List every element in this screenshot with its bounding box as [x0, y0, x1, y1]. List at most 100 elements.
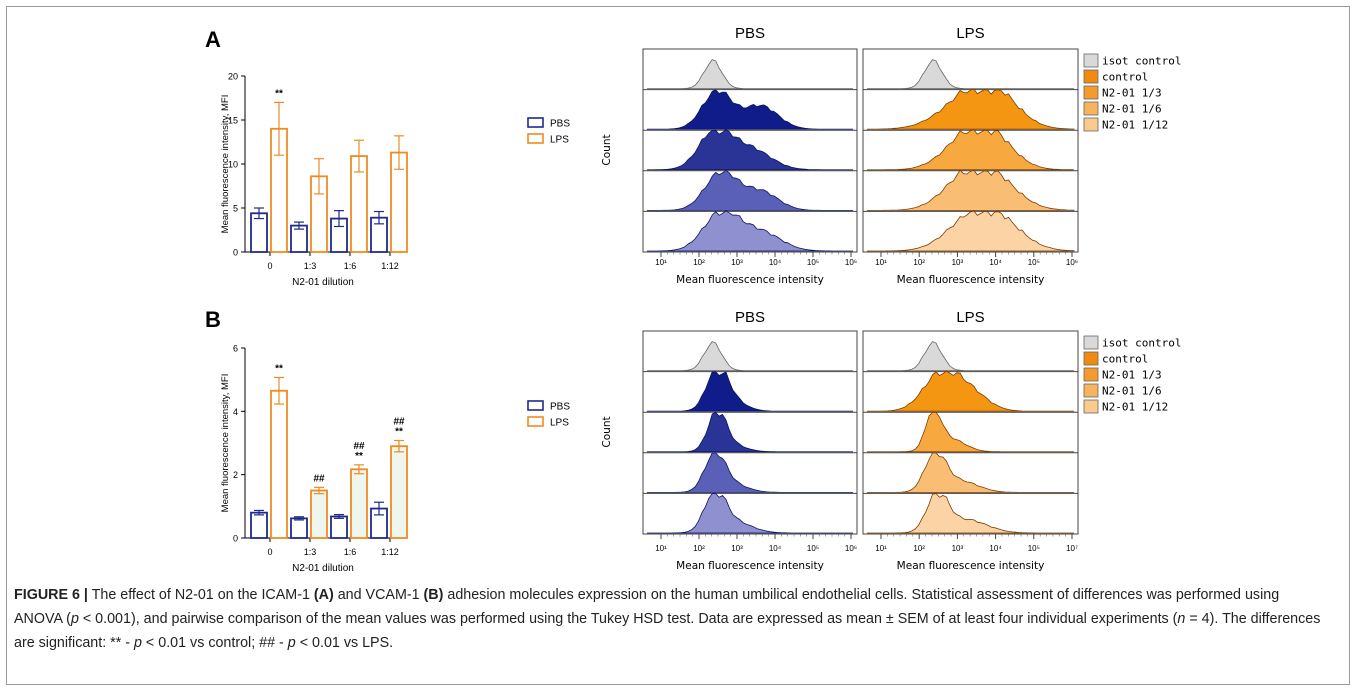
histogram-tick-label: 10⁵ — [807, 258, 819, 267]
histogram-tick-label: 10⁵ — [1028, 544, 1040, 553]
legend-label: N2-01 1/12 — [1102, 401, 1168, 414]
panel-label-a: A — [205, 27, 221, 52]
histogram-tick-label: 10⁴ — [769, 544, 782, 553]
y-axis-label: Mean fluorescence intensity, MFI — [220, 374, 231, 513]
panel-label-b: B — [205, 307, 221, 332]
caption-figure-label: FIGURE 6 | — [14, 587, 88, 603]
histogram-tick-label: 10³ — [731, 258, 743, 267]
histogram-tick-label: 10¹ — [875, 258, 887, 267]
sample-histogram — [867, 210, 1075, 252]
legend-swatch-pbs — [527, 117, 544, 128]
legend-swatch-pbs — [527, 400, 544, 411]
y-axis-label: Mean fluorescence intensity, MFI — [220, 95, 231, 234]
caption-text-5: = 4). The differences are significant: *… — [14, 611, 1321, 651]
x-tick-label: 0 — [267, 261, 272, 271]
caption-ref-b: (B) — [423, 587, 444, 603]
significance-marker: ** — [275, 363, 283, 374]
histogram-panels: PBS 10¹ 10² 10³ 10⁴ 10⁵ 10⁶ Mean fluorescence i… — [601, 25, 1181, 572]
histogram-tick-label: 10⁵ — [807, 544, 819, 553]
histogram-tick-label: 10² — [693, 544, 705, 553]
caption-text-2: and VCAM-1 — [333, 587, 424, 603]
histogram-title: LPS — [956, 309, 984, 326]
legend-swatch — [1083, 383, 1099, 398]
caption-text-3: adhesion molecules expression on the hum… — [14, 587, 1280, 627]
bar-legend: PBS LPS — [527, 400, 570, 429]
legend-swatch — [1083, 351, 1099, 366]
caption-text-4: < 0.001), and pairwise comparison of the… — [78, 611, 1178, 627]
legend-label: isot control — [1102, 337, 1181, 350]
histogram-title: PBS — [735, 25, 765, 42]
sample-histogram — [647, 169, 853, 211]
sample-histogram — [647, 452, 853, 493]
bar-chart-a: 0 5 10 15 20 0 ** 1:3 1:6 1:12 Mean fluorescence i… — [220, 72, 570, 289]
y-tick-label: 20 — [228, 72, 238, 82]
histogram-x-label: Mean fluorescence intensity — [897, 274, 1045, 286]
histogram-tick-label: 10⁴ — [769, 258, 782, 267]
histogram-tick-label: 10⁴ — [989, 544, 1002, 553]
caption-n: n — [1177, 611, 1186, 627]
isotype-histogram — [867, 59, 1074, 89]
sample-histogram — [647, 89, 853, 130]
x-axis-label: N2-01 dilution — [292, 563, 354, 574]
significance-marker: ## — [313, 473, 325, 484]
significance-marker: ** — [395, 426, 403, 437]
x-tick-label: 1:3 — [304, 547, 317, 557]
y-tick-label: 0 — [233, 248, 238, 258]
histogram-tick-label: 10² — [913, 544, 925, 553]
legend-label-pbs: PBS — [550, 119, 570, 130]
x-tick-label: 1:12 — [381, 547, 399, 557]
x-tick-label: 0 — [267, 547, 272, 557]
legend-label: N2-01 1/12 — [1102, 119, 1168, 132]
legend-swatch-lps — [527, 133, 544, 144]
x-tick-label: 1:3 — [304, 261, 317, 271]
caption-text-7: < 0.01 vs LPS. — [295, 635, 394, 651]
legend-label-lps: LPS — [550, 135, 569, 146]
count-axis-label: Count — [601, 416, 613, 447]
sample-histogram — [867, 169, 1075, 211]
histogram-title: PBS — [735, 309, 765, 326]
y-tick-label: 5 — [233, 204, 238, 214]
significance-marker: ** — [355, 451, 363, 462]
isotype-histogram — [867, 341, 1074, 371]
legend-label: N2-01 1/3 — [1102, 369, 1162, 382]
sample-histogram — [647, 371, 853, 412]
sample-histogram — [647, 210, 853, 252]
caption-ref-a: (A) — [313, 587, 334, 603]
legend-swatch — [1083, 367, 1099, 382]
isotype-histogram — [647, 341, 853, 371]
bar-lps — [310, 489, 328, 539]
count-axis-label: Count — [601, 134, 613, 165]
histogram-tick-label: 10¹ — [655, 544, 667, 553]
x-axis-label: N2-01 dilution — [292, 277, 354, 288]
histogram-title: LPS — [956, 25, 984, 42]
legend-label-lps: LPS — [550, 418, 569, 429]
histogram-tick-label: 10⁴ — [989, 258, 1002, 267]
y-tick-label: 2 — [233, 470, 238, 480]
bar-lps — [270, 389, 288, 539]
sample-histogram — [866, 88, 1075, 130]
histogram-panel-pbs: PBS 10¹ 10² 10³ 10⁴ 10⁵ 10⁶ Mean fluorescence i… — [642, 25, 858, 286]
legend-label: N2-01 1/3 — [1102, 87, 1162, 100]
histogram-tick-label: 10¹ — [875, 544, 887, 553]
significance-marker: ## — [393, 416, 405, 427]
sample-histogram — [867, 370, 1074, 412]
y-tick-label: 10 — [228, 160, 238, 170]
caption-p-1: p — [70, 611, 79, 627]
histogram-legend: isot control control N2-01 1/3 N2-01 1/6 N2-… — [1083, 53, 1181, 132]
sample-histogram — [867, 452, 1074, 493]
bar-lps — [350, 468, 368, 539]
legend-swatch — [1083, 85, 1099, 100]
caption-text-1: The effect of N2-01 on the ICAM-1 — [87, 587, 314, 603]
sample-histogram — [647, 493, 853, 534]
significance-marker: ## — [353, 441, 365, 452]
sample-histogram — [867, 411, 1074, 453]
histogram-tick-label: 10³ — [731, 544, 743, 553]
sample-histogram — [647, 411, 853, 453]
y-tick-label: 0 — [233, 534, 238, 544]
caption-p-2: p — [134, 635, 142, 651]
x-tick-label: 1:6 — [344, 547, 357, 557]
legend-swatch — [1083, 53, 1099, 68]
